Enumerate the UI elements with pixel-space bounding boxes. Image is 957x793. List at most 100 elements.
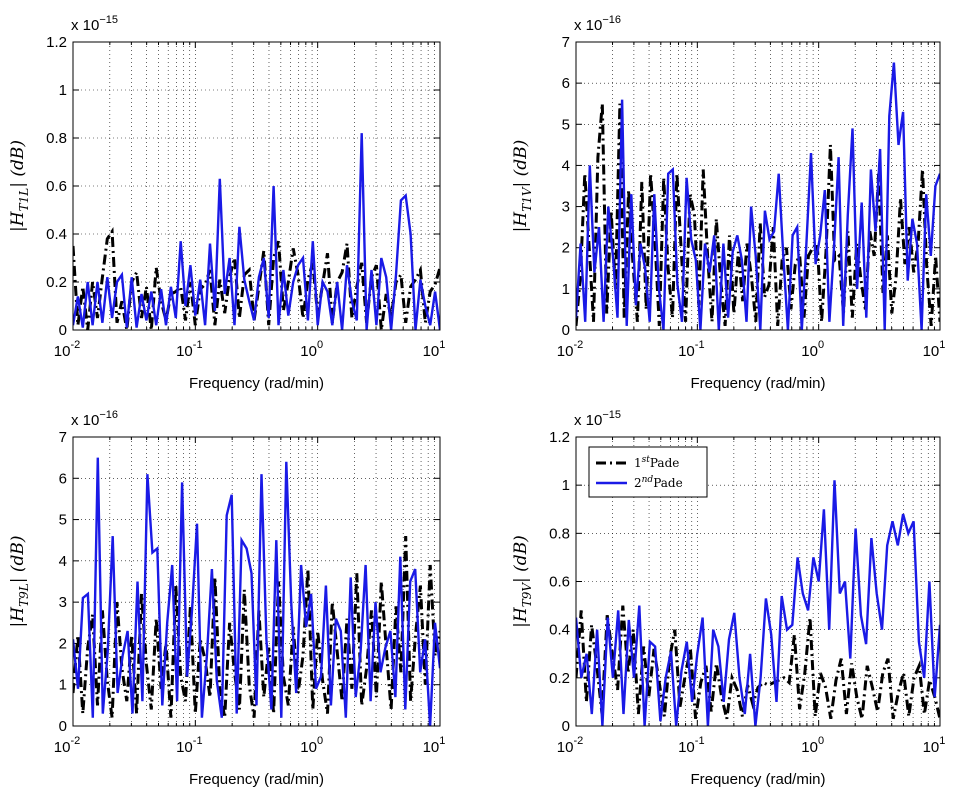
legend-label-1: 1stPade <box>634 455 679 470</box>
y-axis-label: |HT9V| (dB) <box>511 535 534 628</box>
legend-box <box>588 446 708 498</box>
y-tick-label: 1 <box>59 82 67 99</box>
y-tick-label: 3 <box>59 594 67 611</box>
y-label-part: | (dB) <box>8 140 28 188</box>
series-2-line <box>73 457 440 726</box>
y-label-subscript: T9L <box>17 583 31 607</box>
x-tick-exponent: -1 <box>695 339 705 351</box>
y-tick-label: 6 <box>562 75 570 92</box>
y-tick-label: 4 <box>59 553 67 570</box>
y-label-part: |H <box>8 210 28 232</box>
y-tick-label: 1 <box>59 677 67 694</box>
series-1-line <box>576 605 940 720</box>
y-tick-label: 4 <box>562 157 570 174</box>
x-tick-exponent: 1 <box>439 339 445 351</box>
axes-box <box>575 41 941 331</box>
y-tick-label: 0.2 <box>46 274 67 291</box>
y-tick-label: 0.2 <box>549 670 570 687</box>
x-tick-exponent: 0 <box>818 339 824 351</box>
y-label-subscript: T1L <box>17 188 31 212</box>
x-tick-exponent: 1 <box>939 735 945 747</box>
y-tick-label: 7 <box>59 429 67 446</box>
x-tick-exponent: 0 <box>818 735 824 747</box>
y-tick-label: 6 <box>59 470 67 487</box>
x-tick-exponent: -1 <box>695 735 705 747</box>
x-tick-label: 10-1 <box>678 735 704 756</box>
x-tick-label: 10-1 <box>678 339 704 360</box>
y-tick-label: 5 <box>59 512 67 529</box>
x-tick-exponent: 1 <box>939 339 945 351</box>
x-tick-label: 10-2 <box>557 735 583 756</box>
legend-label-part: Pade <box>650 456 679 470</box>
y-axis-label: |HT1L| (dB) <box>8 140 31 232</box>
y-multiplier-label: x 10−15 <box>71 14 118 34</box>
y-label-subscript: T9V <box>520 582 534 608</box>
y-tick-label: 7 <box>562 34 570 51</box>
x-tick-exponent: 0 <box>317 339 323 351</box>
series-1-line <box>576 103 940 327</box>
x-tick-label: 101 <box>423 339 446 360</box>
y-label-part: |H <box>8 606 28 628</box>
y-multiplier-exponent: −16 <box>99 409 118 421</box>
x-tick-label: 100 <box>801 735 824 756</box>
x-tick-label: 100 <box>300 735 323 756</box>
x-tick-label: 100 <box>801 339 824 360</box>
y-tick-label: 0 <box>562 718 570 735</box>
x-tick-exponent: -2 <box>70 735 80 747</box>
y-tick-label: 0.8 <box>46 130 67 147</box>
x-tick-exponent: -2 <box>573 339 583 351</box>
x-tick-label: 10-2 <box>557 339 583 360</box>
y-multiplier-exponent: −15 <box>602 409 621 421</box>
x-tick-label: 10-2 <box>54 735 80 756</box>
x-tick-exponent: -2 <box>573 735 583 747</box>
y-multiplier-label: x 10−16 <box>574 14 621 34</box>
x-tick-exponent: -2 <box>70 339 80 351</box>
y-multiplier-label: x 10−15 <box>574 409 621 429</box>
y-tick-label: 0.6 <box>549 574 570 591</box>
y-axis-label: |HT1V| (dB) <box>511 140 534 233</box>
x-tick-exponent: -1 <box>193 735 203 747</box>
y-multiplier-label: x 10−16 <box>71 409 118 429</box>
x-tick-label: 100 <box>300 339 323 360</box>
y-label-subscript: T1V <box>520 186 534 212</box>
y-tick-label: 0.6 <box>46 178 67 195</box>
x-tick-exponent: -1 <box>193 339 203 351</box>
y-tick-label: 1.2 <box>46 34 67 51</box>
x-tick-label: 10-1 <box>176 339 202 360</box>
legend-label-sup: nd <box>642 475 654 485</box>
axes-box <box>72 436 441 727</box>
y-tick-label: 0.4 <box>549 622 570 639</box>
y-label-part: | (dB) <box>8 536 28 584</box>
legend: 1stPade 2nd Pade <box>588 446 708 498</box>
y-tick-label: 2 <box>562 240 570 257</box>
legend-label-part: 2 <box>634 476 642 490</box>
y-multiplier-exponent: −16 <box>602 14 621 26</box>
series-2-line <box>73 133 440 330</box>
y-label-part: | (dB) <box>511 535 531 583</box>
y-tick-label: 0 <box>59 322 67 339</box>
series-2-line <box>576 62 940 330</box>
y-multiplier-exponent: −15 <box>99 14 118 26</box>
y-label-part: |H <box>511 211 531 233</box>
y-tick-label: 0.4 <box>46 226 67 243</box>
y-tick-label: 1.2 <box>549 429 570 446</box>
x-axis-label: Frequency (rad/min) <box>690 375 825 392</box>
y-axis-label: |HT9L| (dB) <box>8 536 31 628</box>
x-tick-exponent: 1 <box>439 735 445 747</box>
legend-label-part: 1 <box>634 456 642 470</box>
x-tick-label: 10-2 <box>54 339 80 360</box>
y-label-part: |H <box>511 606 531 628</box>
axes-box <box>72 41 441 331</box>
series-2-line <box>576 480 940 726</box>
x-tick-label: 101 <box>923 735 946 756</box>
y-tick-label: 1 <box>562 477 570 494</box>
y-tick-label: 3 <box>562 199 570 216</box>
y-tick-label: 1 <box>562 281 570 298</box>
y-tick-label: 0.8 <box>549 525 570 542</box>
axes-box <box>575 436 941 727</box>
